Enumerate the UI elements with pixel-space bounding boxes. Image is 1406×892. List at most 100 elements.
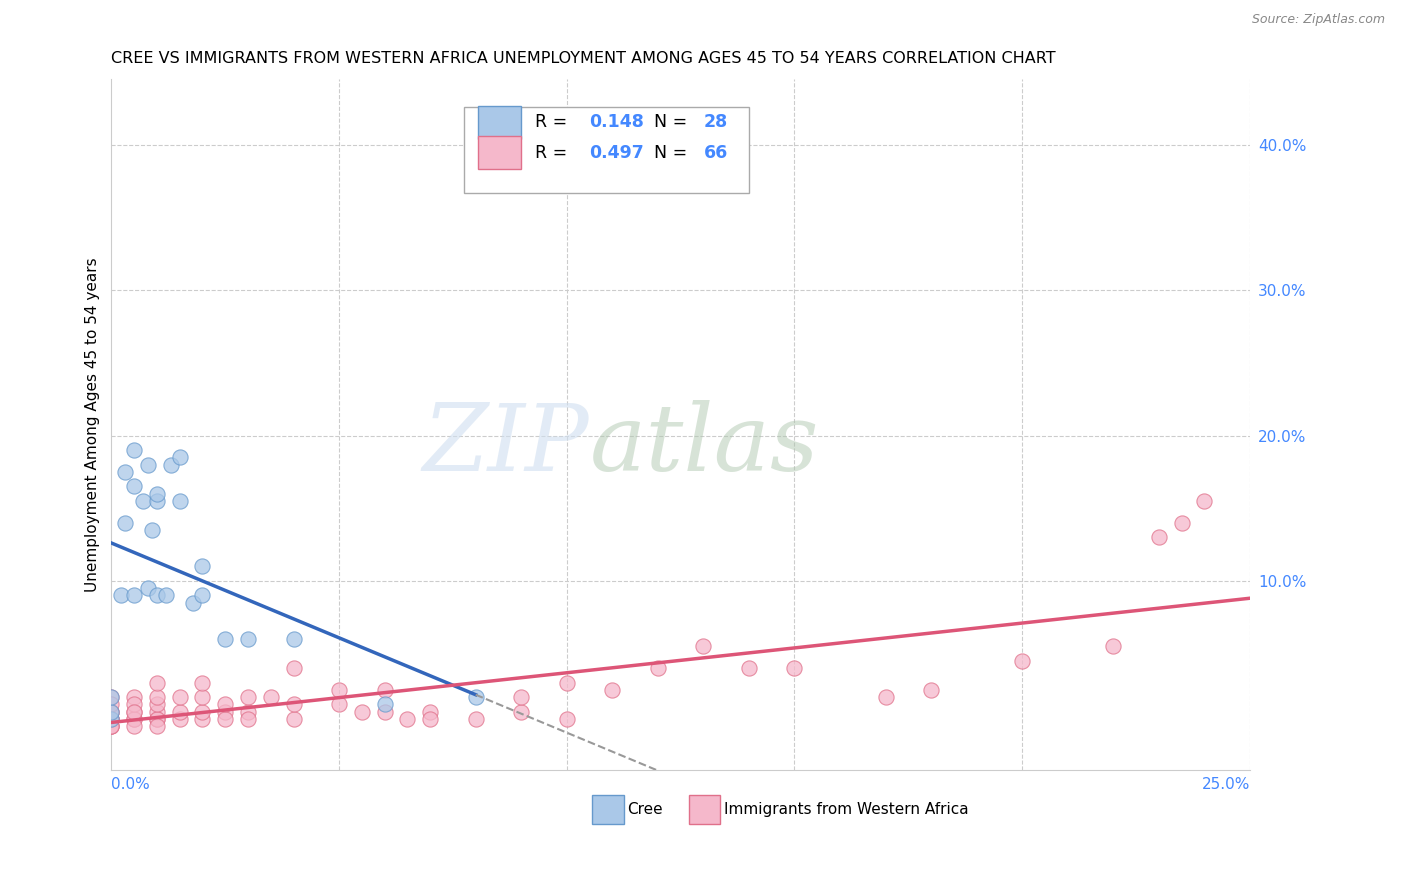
Point [283,712,305,726]
Text: Cree: Cree [627,802,662,817]
Point [510,690,533,705]
Point [100,719,122,733]
Point [396,712,419,726]
Point [146,712,169,726]
Point [136,458,159,472]
Point [122,690,145,705]
Point [100,698,122,712]
Point [692,640,714,654]
Point [100,719,122,733]
Point [191,559,214,574]
Point [283,661,305,675]
Point [169,712,191,726]
Text: R =: R = [534,144,572,161]
Point [100,705,122,719]
Point [100,705,122,719]
Text: Source: ZipAtlas.com: Source: ZipAtlas.com [1251,13,1385,27]
Point [236,632,259,646]
Point [510,705,533,719]
Point [122,479,145,493]
Point [169,690,191,705]
Point [100,712,122,726]
Point [875,690,897,705]
Point [214,698,236,712]
Point [114,516,136,530]
Point [738,661,761,675]
Point [647,661,669,675]
FancyBboxPatch shape [478,105,522,139]
Text: 28: 28 [703,113,728,131]
Point [1170,516,1192,530]
Point [783,661,806,675]
Text: 66: 66 [703,144,728,161]
Text: 0.497: 0.497 [589,144,644,161]
Point [374,705,396,719]
Point [169,705,191,719]
Point [169,494,191,508]
Point [260,690,283,705]
Point [191,589,214,603]
Point [146,719,169,733]
Text: 0.148: 0.148 [589,113,644,131]
Text: N =: N = [643,113,693,131]
Point [146,705,169,719]
Text: 0.0%: 0.0% [111,777,150,792]
Point [214,705,236,719]
Point [191,712,214,726]
Point [114,465,136,479]
Point [283,632,305,646]
Point [122,712,145,726]
Point [236,705,259,719]
Point [555,675,578,690]
Point [146,486,169,500]
Point [155,589,177,603]
Point [122,719,145,733]
Point [169,450,191,465]
Point [236,690,259,705]
Text: 25.0%: 25.0% [1202,777,1250,792]
Point [100,690,122,705]
Point [374,682,396,697]
Point [419,705,441,719]
Point [136,581,159,595]
Point [122,698,145,712]
Point [122,443,145,458]
Point [328,698,350,712]
Point [191,675,214,690]
Point [100,705,122,719]
Point [122,712,145,726]
Point [122,705,145,719]
Y-axis label: Unemployment Among Ages 45 to 54 years: Unemployment Among Ages 45 to 54 years [86,257,100,592]
Point [419,712,441,726]
Point [600,682,623,697]
Point [146,690,169,705]
Point [146,675,169,690]
Text: CREE VS IMMIGRANTS FROM WESTERN AFRICA UNEMPLOYMENT AMONG AGES 45 TO 54 YEARS CO: CREE VS IMMIGRANTS FROM WESTERN AFRICA U… [111,51,1056,66]
Point [183,596,205,610]
Point [100,719,122,733]
FancyBboxPatch shape [592,796,624,824]
Point [464,712,486,726]
FancyBboxPatch shape [478,136,522,169]
Point [283,698,305,712]
Point [100,712,122,726]
Point [122,589,145,603]
Point [141,523,163,537]
FancyBboxPatch shape [689,796,720,824]
Point [146,698,169,712]
Text: ZIP: ZIP [423,401,589,491]
Point [191,705,214,719]
Point [214,712,236,726]
Point [122,705,145,719]
Point [146,712,169,726]
Point [1147,530,1170,544]
Point [100,712,122,726]
Text: N =: N = [643,144,693,161]
Point [555,712,578,726]
Point [1102,640,1125,654]
Point [100,712,122,726]
Point [191,690,214,705]
Text: R =: R = [534,113,572,131]
Point [920,682,942,697]
Text: Immigrants from Western Africa: Immigrants from Western Africa [724,802,969,817]
